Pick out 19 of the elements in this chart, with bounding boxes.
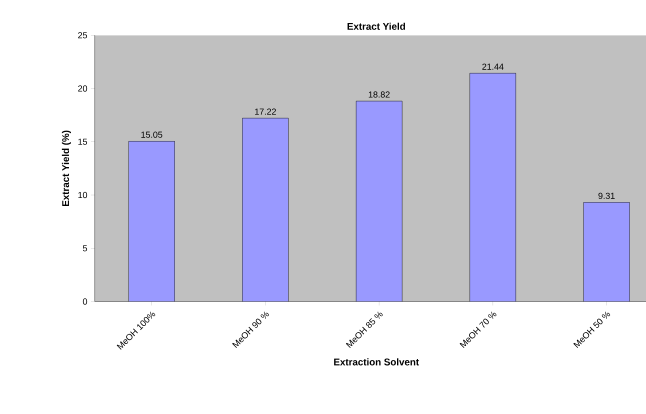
- y-axis-title: Extract Yield (%): [62, 130, 71, 206]
- data-label: 18.82: [368, 91, 390, 98]
- data-label: 9.31: [598, 192, 615, 199]
- data-label: 15.05: [141, 132, 162, 138]
- y-tick-label: 25: [78, 32, 88, 38]
- y-tick-label: 20: [78, 85, 88, 92]
- data-label: 21.44: [482, 64, 504, 70]
- data-label: 17.22: [255, 108, 276, 115]
- bar: [470, 73, 516, 302]
- y-tick-label: 5: [82, 245, 88, 252]
- bar: [242, 118, 288, 302]
- y-tick-label: 10: [78, 192, 88, 198]
- bar: [128, 141, 175, 302]
- y-tick-label: 15: [78, 138, 88, 145]
- chart-title: Extract Yield: [348, 22, 406, 30]
- bar: [583, 202, 630, 302]
- y-tick-label: 0: [82, 298, 88, 305]
- bar: [356, 101, 402, 302]
- x-axis-title: Extraction Solvent: [334, 358, 419, 366]
